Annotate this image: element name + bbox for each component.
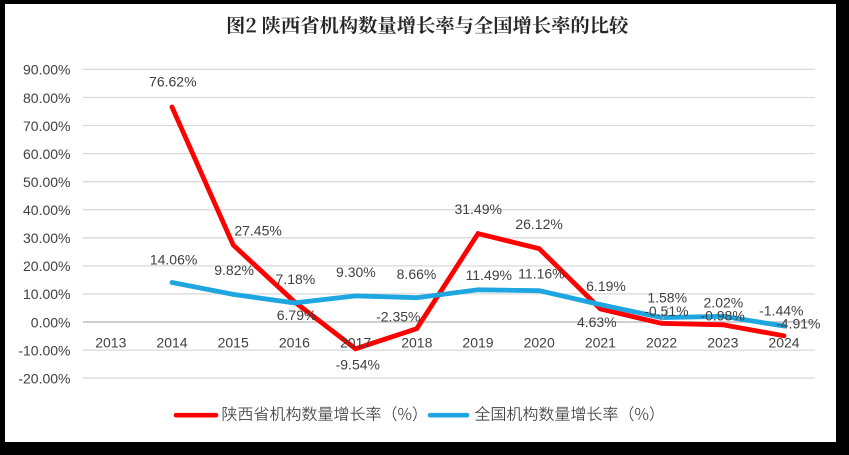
svg-text:9.30%: 9.30% <box>336 264 376 280</box>
svg-text:-1.44%: -1.44% <box>759 302 803 318</box>
svg-text:2019: 2019 <box>462 335 493 351</box>
svg-text:90.00%: 90.00% <box>23 62 70 78</box>
svg-text:6.19%: 6.19% <box>586 278 626 294</box>
svg-text:-10.00%: -10.00% <box>18 342 70 358</box>
svg-text:2.02%: 2.02% <box>704 294 744 310</box>
svg-text:30.00%: 30.00% <box>23 230 70 246</box>
svg-text:40.00%: 40.00% <box>23 202 70 218</box>
svg-text:2013: 2013 <box>95 335 126 351</box>
svg-text:0.00%: 0.00% <box>31 314 71 330</box>
svg-text:7.18%: 7.18% <box>276 271 316 287</box>
svg-text:2015: 2015 <box>218 335 249 351</box>
svg-text:60.00%: 60.00% <box>23 146 70 162</box>
svg-text:2024: 2024 <box>768 335 799 351</box>
svg-text:11.16%: 11.16% <box>518 266 564 282</box>
svg-text:-20.00%: -20.00% <box>18 370 70 386</box>
svg-text:-4.91%: -4.91% <box>776 316 820 332</box>
svg-text:-0.51%: -0.51% <box>644 303 688 319</box>
svg-text:2021: 2021 <box>585 335 616 351</box>
svg-text:80.00%: 80.00% <box>23 90 70 106</box>
svg-text:2023: 2023 <box>707 335 738 351</box>
svg-text:27.45%: 27.45% <box>234 223 281 239</box>
svg-text:-2.35%: -2.35% <box>376 308 420 324</box>
svg-text:2018: 2018 <box>401 335 432 351</box>
svg-text:50.00%: 50.00% <box>23 174 70 190</box>
svg-text:76.62%: 76.62% <box>149 74 196 90</box>
svg-text:-9.54%: -9.54% <box>336 357 380 373</box>
svg-text:10.00%: 10.00% <box>23 286 70 302</box>
svg-text:14.06%: 14.06% <box>150 251 197 267</box>
svg-text:31.49%: 31.49% <box>454 201 501 217</box>
svg-text:20.00%: 20.00% <box>23 258 70 274</box>
svg-text:9.82%: 9.82% <box>214 262 254 278</box>
svg-text:6.79%: 6.79% <box>277 307 317 323</box>
svg-text:2017: 2017 <box>340 335 371 351</box>
svg-text:2016: 2016 <box>279 335 310 351</box>
svg-text:2022: 2022 <box>646 335 677 351</box>
svg-text:8.66%: 8.66% <box>397 266 437 282</box>
svg-text:4.63%: 4.63% <box>577 314 617 330</box>
svg-text:-0.98%: -0.98% <box>700 308 744 324</box>
svg-text:1.58%: 1.58% <box>647 289 687 305</box>
svg-text:2020: 2020 <box>524 335 555 351</box>
svg-text:2014: 2014 <box>156 335 187 351</box>
svg-text:26.12%: 26.12% <box>515 216 562 232</box>
svg-text:11.49%: 11.49% <box>466 267 512 283</box>
svg-text:70.00%: 70.00% <box>23 118 70 134</box>
